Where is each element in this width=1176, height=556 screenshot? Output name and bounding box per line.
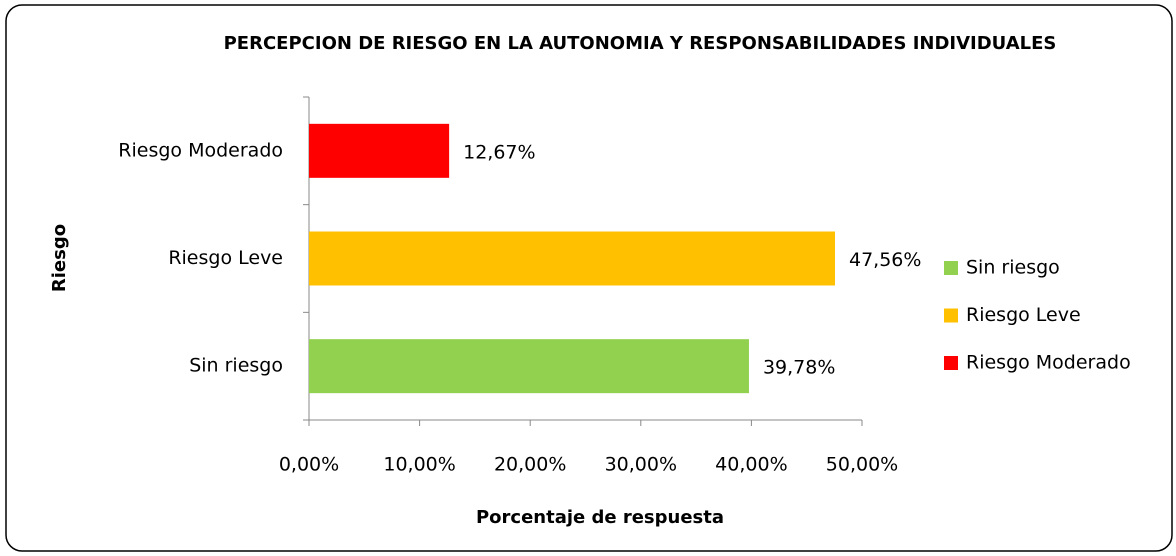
legend-swatch bbox=[944, 261, 958, 275]
x-tick-label: 30,00% bbox=[605, 454, 677, 476]
x-tick-label: 0,00% bbox=[279, 454, 339, 476]
bar bbox=[309, 123, 450, 178]
legend-label: Riesgo Leve bbox=[966, 304, 1081, 326]
chart-title: PERCEPCION DE RIESGO EN LA AUTONOMIA Y R… bbox=[224, 33, 1057, 54]
x-tick-label: 10,00% bbox=[383, 454, 455, 476]
value-label: 39,78% bbox=[763, 357, 835, 379]
x-axis-title: Porcentaje de respuesta bbox=[476, 507, 724, 528]
legend-swatch bbox=[944, 308, 958, 323]
value-label: 47,56% bbox=[849, 249, 921, 271]
y-tick-label: Riesgo Leve bbox=[168, 247, 283, 269]
x-tick-label: 20,00% bbox=[494, 454, 566, 476]
x-tick-label: 50,00% bbox=[826, 454, 898, 476]
y-tick-label: Riesgo Moderado bbox=[118, 139, 283, 161]
bar bbox=[309, 339, 749, 394]
y-tick-label: Sin riesgo bbox=[189, 355, 283, 377]
legend-label: Riesgo Moderado bbox=[966, 352, 1131, 374]
bar bbox=[309, 231, 836, 286]
x-tick-label: 40,00% bbox=[715, 454, 787, 476]
legend-label: Sin riesgo bbox=[966, 257, 1060, 279]
legend-swatch bbox=[944, 356, 958, 370]
value-label: 12,67% bbox=[463, 141, 535, 163]
y-axis-title: Riesgo bbox=[49, 224, 70, 292]
